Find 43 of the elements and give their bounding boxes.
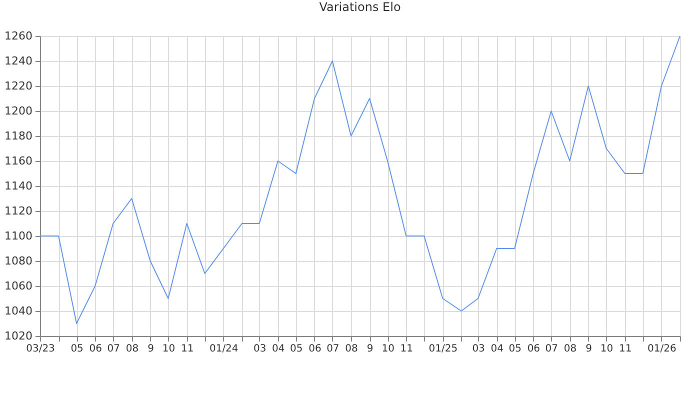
y-tick-label: 1140	[4, 180, 32, 192]
y-tick-label: 1020	[4, 330, 32, 342]
y-tick-label: 1080	[4, 254, 32, 268]
y-tick-label: 1060	[4, 280, 32, 292]
x-tick-label: 11	[400, 344, 414, 354]
x-tick-label: 07	[545, 344, 558, 354]
x-tick-label: 9	[148, 344, 154, 354]
x-tick-label: 08	[345, 344, 358, 354]
x-tick-label: 05	[508, 344, 522, 354]
x-tick-label: 05	[70, 344, 84, 354]
y-tick-label: 1240	[4, 54, 32, 68]
x-tick-label: 05	[290, 344, 303, 354]
y-tick-label: 1180	[4, 130, 32, 142]
x-tick-label: 03	[472, 344, 485, 354]
x-tick-label: 07	[326, 344, 340, 354]
x-tick-label: 10	[162, 344, 176, 354]
y-tick-label: 1100	[4, 230, 32, 242]
chart-title: Variations Elo	[319, 0, 401, 14]
x-tick-label: 9	[366, 344, 374, 354]
x-tick-label: 10	[382, 344, 394, 354]
x-tick-label: 11	[180, 344, 194, 354]
y-tick-label: 1220	[4, 80, 32, 92]
x-tick-label: 01/24	[209, 344, 238, 354]
x-tick-label: 11	[619, 344, 632, 354]
x-tick-label: 06	[308, 344, 322, 354]
x-tick-label: 06	[89, 344, 102, 354]
x-tick-label: 08	[564, 344, 577, 354]
x-tick-label: 03/23	[26, 344, 55, 354]
x-tick-label: 04	[272, 344, 285, 354]
y-tick-label: 1160	[4, 154, 32, 168]
x-tick-label: 06	[527, 344, 540, 354]
y-tick-label: 1120	[4, 204, 32, 218]
x-tick-label: 03	[253, 344, 266, 354]
x-tick-label: 01/25	[428, 344, 458, 354]
y-tick-label: 1260	[4, 30, 32, 42]
y-tick-label: 1040	[4, 304, 32, 318]
x-tick-label: 07	[107, 344, 120, 354]
x-tick-label: 04	[490, 344, 504, 354]
x-tick-label: 08	[126, 344, 139, 354]
y-tick-label: 1200	[4, 104, 32, 118]
x-tick-label: 10	[600, 344, 614, 354]
x-tick-label: 01/26	[648, 344, 676, 354]
x-tick-label: 9	[586, 344, 592, 354]
